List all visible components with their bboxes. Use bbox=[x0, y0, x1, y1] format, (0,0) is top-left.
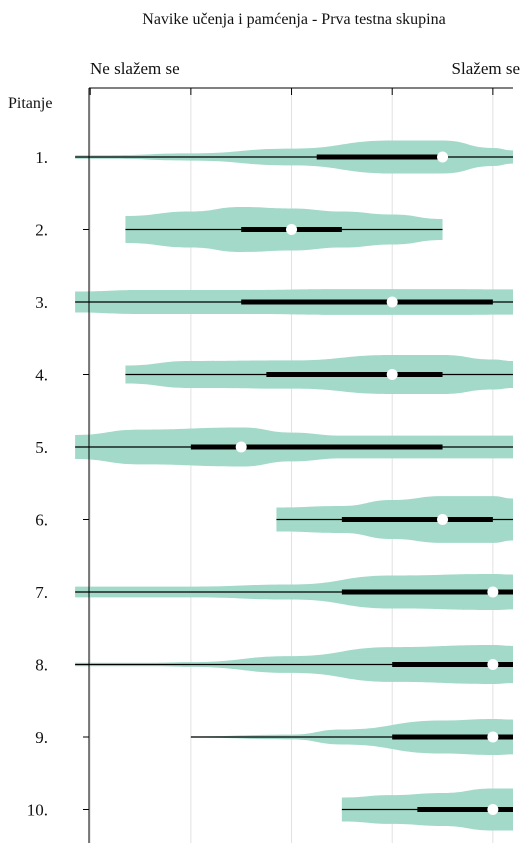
median-point bbox=[386, 296, 398, 308]
axes bbox=[83, 87, 513, 843]
x-label-right: Slažem se bbox=[452, 59, 520, 78]
median-point bbox=[487, 731, 499, 743]
category-label: 7. bbox=[35, 583, 48, 602]
category-label: 6. bbox=[35, 511, 48, 530]
category-label: 10. bbox=[27, 801, 48, 820]
category-label: 5. bbox=[35, 438, 48, 457]
category-label: 8. bbox=[35, 656, 48, 675]
median-point bbox=[386, 369, 398, 380]
median-point bbox=[437, 514, 449, 525]
y-axis-label: Pitanje bbox=[8, 95, 52, 112]
violin-group bbox=[75, 140, 513, 831]
median-point bbox=[235, 441, 247, 453]
category-label: 9. bbox=[35, 728, 48, 747]
chart-title: Navike učenja i pamćenja - Prva testna s… bbox=[142, 11, 445, 28]
median-point bbox=[487, 659, 499, 670]
category-label: 3. bbox=[35, 293, 48, 312]
category-labels: 1. 2. 3. 4. 5. 6. 7. 8. 9. 10. bbox=[27, 148, 48, 820]
median-point bbox=[286, 224, 298, 235]
median-point bbox=[487, 804, 499, 815]
median-point bbox=[437, 151, 449, 163]
x-label-left: Ne slažem se bbox=[90, 59, 180, 78]
median-point bbox=[487, 586, 499, 598]
category-label: 2. bbox=[35, 221, 48, 240]
category-label: 4. bbox=[35, 366, 48, 385]
category-label: 1. bbox=[35, 148, 48, 167]
